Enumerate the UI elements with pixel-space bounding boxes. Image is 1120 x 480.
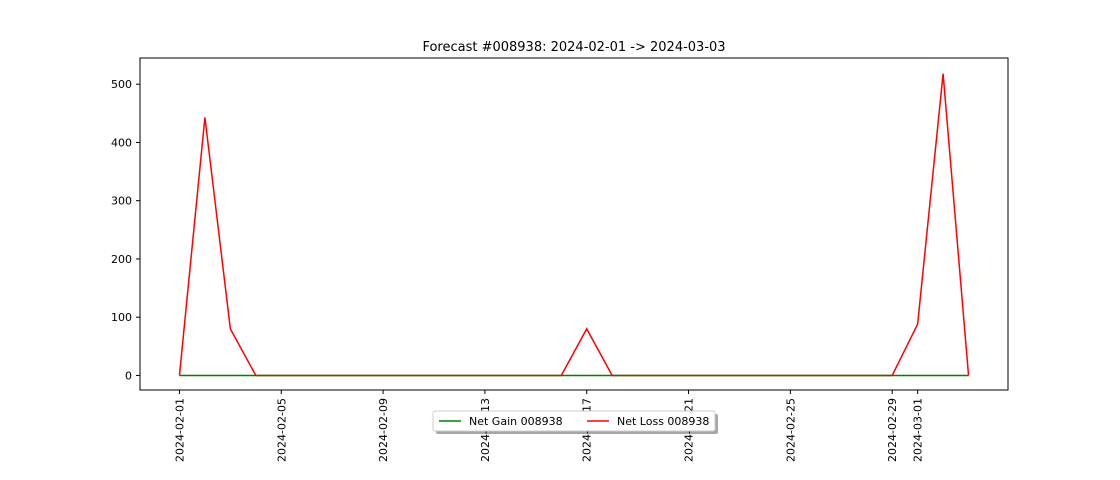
- x-tick-label: 2024-02-05: [275, 398, 288, 462]
- y-tick-label: 500: [111, 78, 132, 91]
- y-tick-label: 300: [111, 195, 132, 208]
- series-layer: [178, 73, 970, 377]
- x-tick-label: 2024-02-25: [784, 398, 797, 462]
- legend: Net Gain 008938 Net Loss 008938: [432, 410, 718, 434]
- y-tick-label: 100: [111, 311, 132, 324]
- x-tick-label: 2024-02-01: [173, 398, 186, 462]
- chart-title: Forecast #008938: 2024-02-01 -> 2024-03-…: [422, 40, 725, 55]
- x-tick-label: 2024-03-01: [912, 398, 925, 462]
- y-axis: 0 100 200 300 400 500: [111, 78, 140, 382]
- y-tick-label: 400: [111, 136, 132, 149]
- y-tick-label: 200: [111, 253, 132, 266]
- x-tick-label: 2024-02-29: [886, 398, 899, 462]
- legend-box: [432, 410, 716, 432]
- legend-label-net-gain: Net Gain 008938: [469, 415, 563, 428]
- y-tick-label: 0: [125, 369, 132, 382]
- plot-area-frame: [139, 57, 1009, 391]
- x-tick-label: 2024-02-09: [377, 398, 390, 462]
- legend-label-net-loss: Net Loss 008938: [617, 415, 709, 428]
